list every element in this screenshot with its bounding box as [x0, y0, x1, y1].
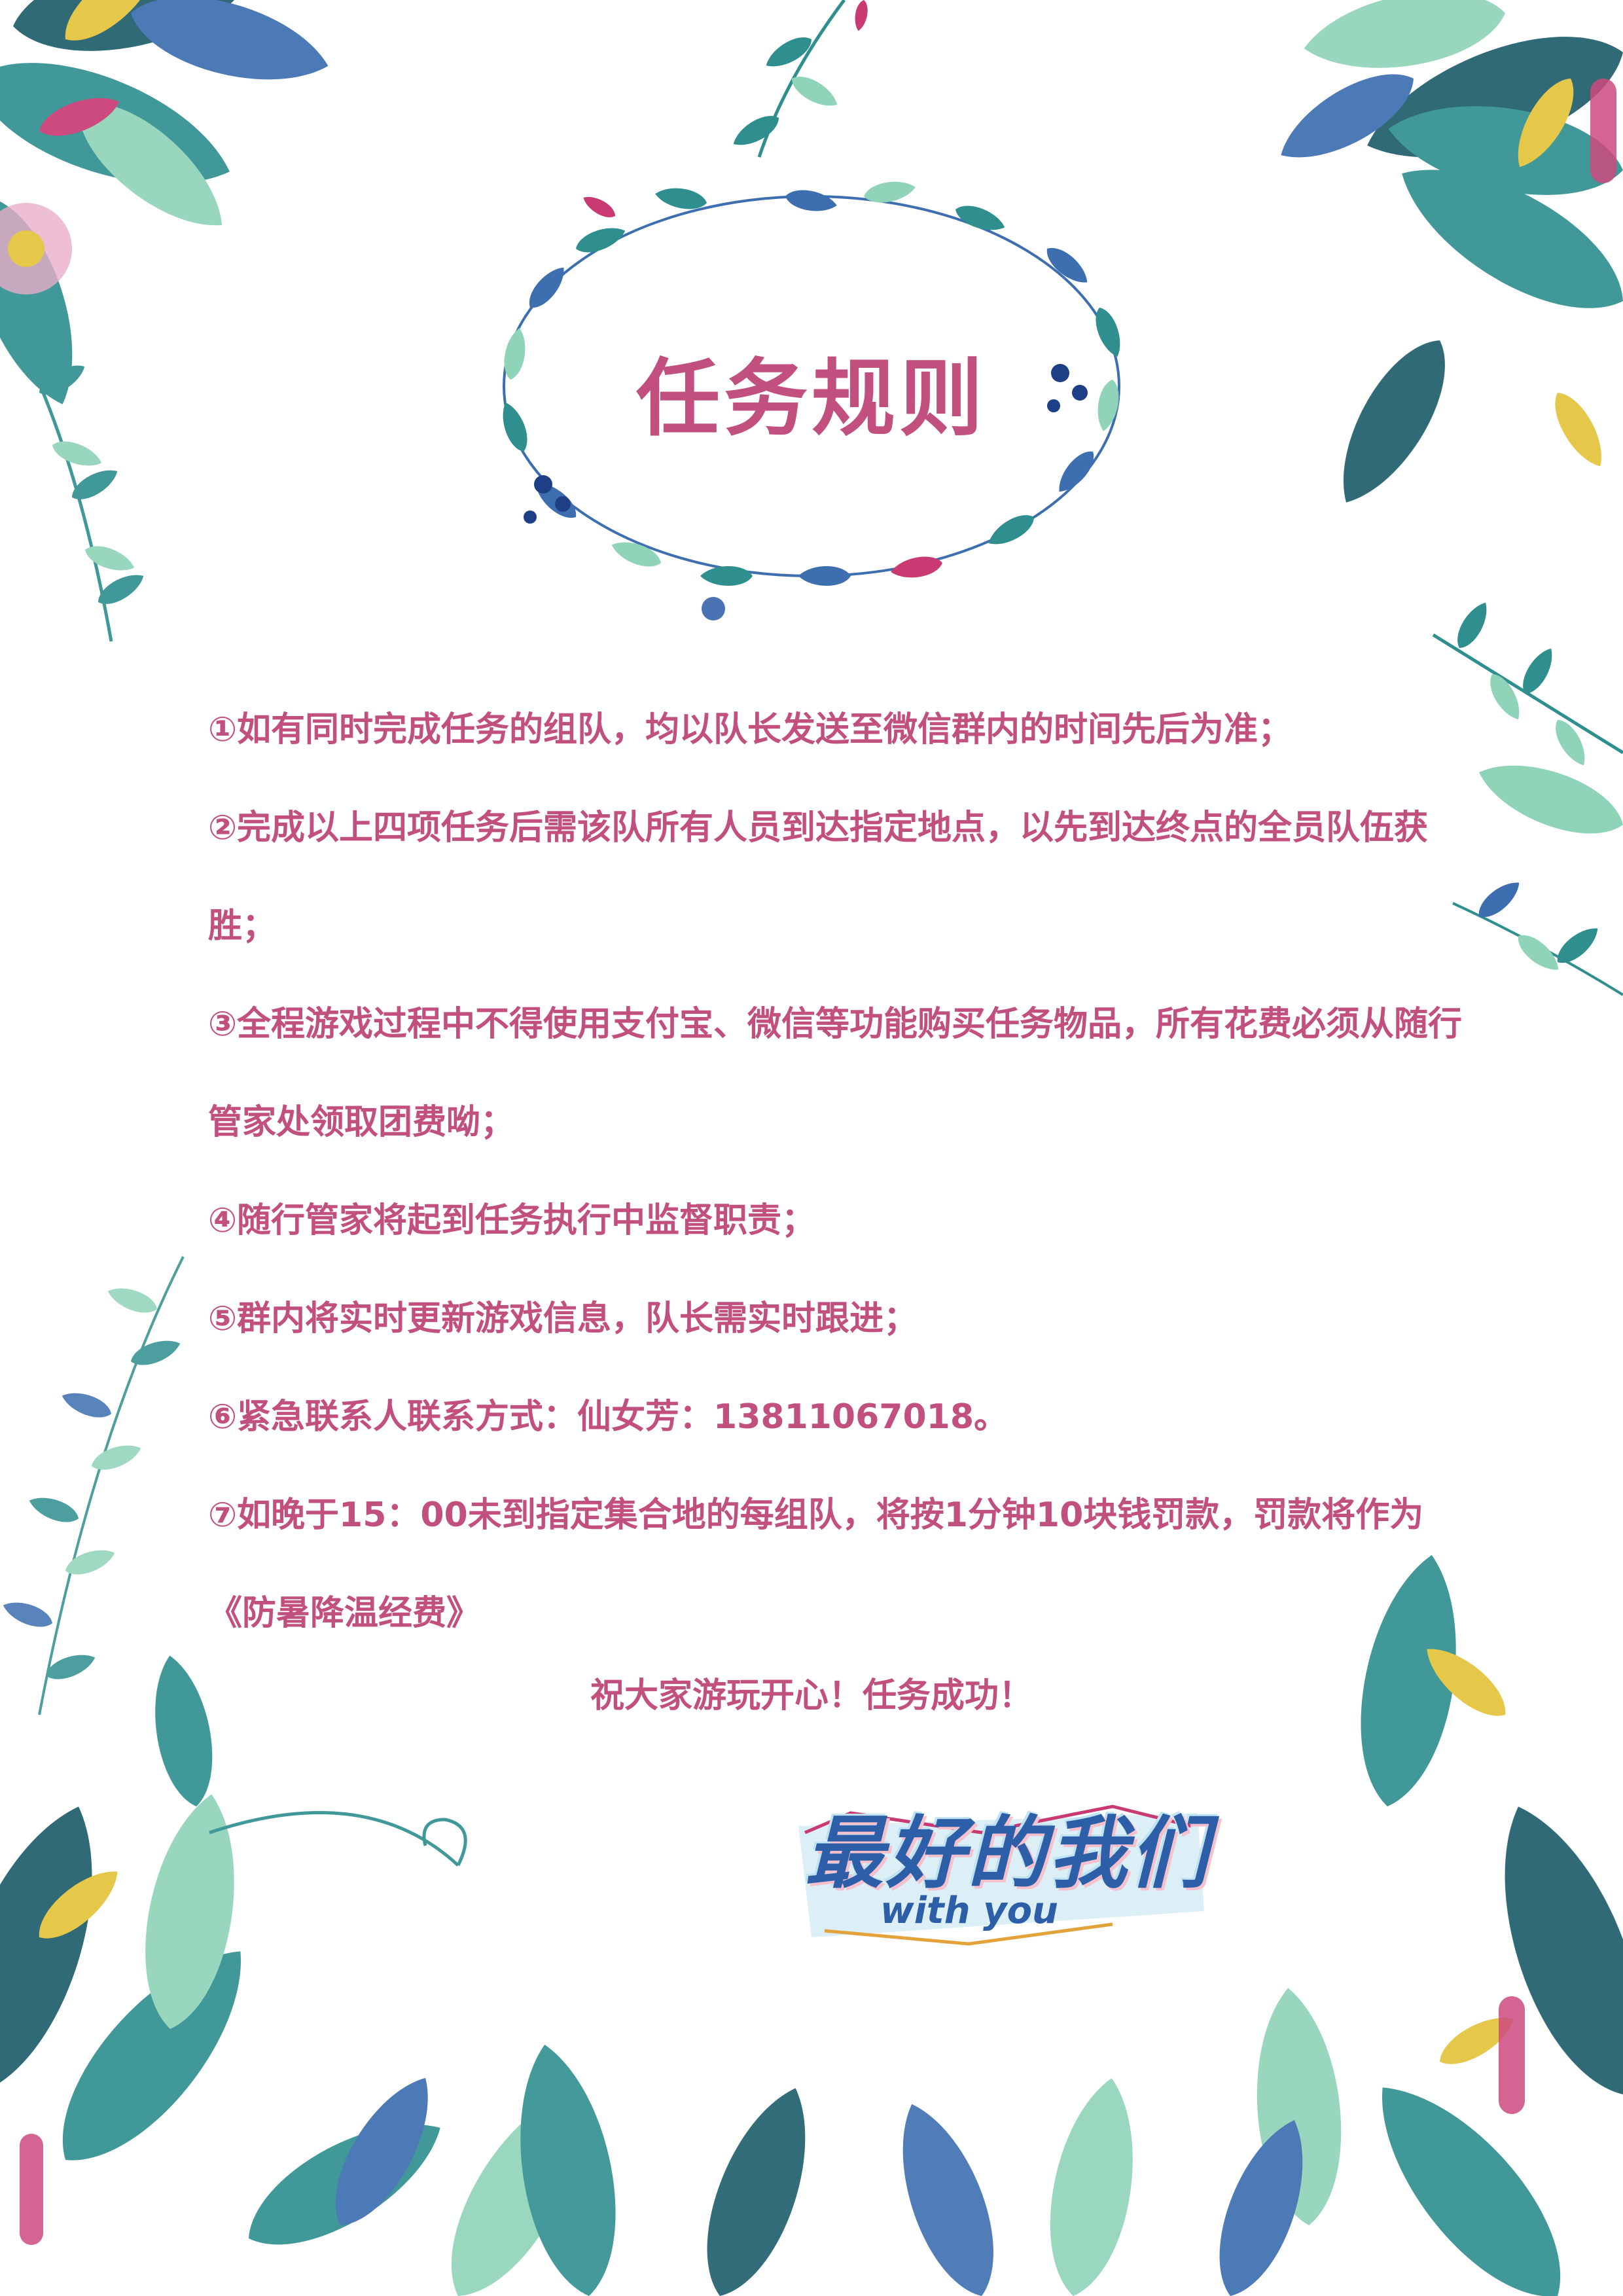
rule-item: ②完成以上四项任务后需该队所有人员到达指定地点，以先到达终点的全员队伍获胜； — [208, 808, 1429, 946]
top-left-leaves-icon — [0, 0, 338, 642]
rule-item: ④随行管家将起到任务执行中监督职责； — [208, 1201, 816, 1240]
bottom-right-leaves-icon — [1200, 1547, 1623, 2296]
rules-list: ①如有同时完成任务的组队，均以队长发送至微信群内的时间先后为准； ②完成以上四项… — [208, 681, 1471, 1662]
rule-item: ⑦如晚于15：00未到指定集合地的每组队，将按1分钟10块钱罚款，罚款将作为《防… — [208, 1496, 1424, 1633]
closing-message: 祝大家游玩开心！任务成功！ — [590, 1676, 1033, 1715]
top-right-leaves-icon — [1268, 0, 1623, 519]
rule-item: ③全程游戏过程中不得使用支付宝、微信等功能购买任务物品，所有花费必须从随行管家处… — [208, 1005, 1463, 1142]
page-title: 任务规则 — [635, 350, 987, 448]
leaf-wreath-icon — [496, 177, 1127, 620]
bottom-center-leaves-icon — [422, 2037, 1150, 2296]
top-sprig-icon — [728, 0, 870, 158]
left-fern-icon — [0, 1256, 185, 1715]
rule-item: ①如有同时完成任务的组队，均以队长发送至微信群内的时间先后为准； — [208, 710, 1293, 749]
bottom-left-leaves-icon — [0, 1651, 467, 2272]
rule-item: ⑤群内将实时更新游戏信息，队长需实时跟进； — [208, 1299, 918, 1338]
right-sprigs-icon — [1432, 598, 1623, 996]
rule-item: ⑥紧急联系人联系方式：仙女芳：13811067018。 — [208, 1397, 1008, 1437]
logo-title: 最好的我们 — [805, 1808, 1211, 1899]
logo-badge-icon — [798, 1804, 1204, 1946]
logo-subtitle: with you — [880, 1890, 1058, 1932]
